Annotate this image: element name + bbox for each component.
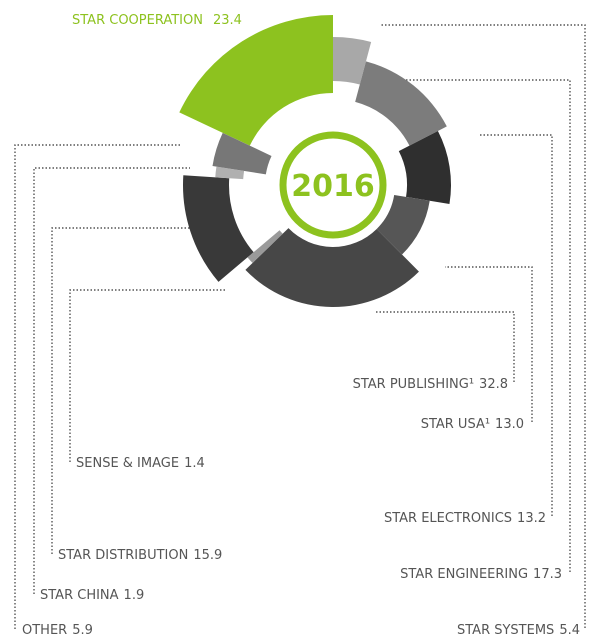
leaders [14, 24, 586, 629]
segment-value: 23.4 [213, 13, 242, 28]
segment-value: 15.9 [193, 548, 222, 563]
segment-label: STAR COOPERATION 23.4 [72, 13, 242, 28]
center-label: 2016 [291, 169, 375, 204]
segment-label: STAR PUBLISHING¹ 32.8 [353, 377, 508, 392]
segment [212, 132, 272, 175]
segment-label: STAR SYSTEMS 5.4 [457, 623, 580, 638]
segment-name: STAR ELECTRONICS [384, 511, 512, 526]
segment-value: 5.4 [559, 623, 580, 638]
segment-label: STAR DISTRIBUTION 15.9 [58, 548, 222, 563]
segment-value: 32.8 [479, 377, 508, 392]
segment-name: STAR DISTRIBUTION [58, 548, 188, 563]
segment-value: 1.9 [124, 588, 145, 603]
leader-line [14, 144, 180, 629]
segment [247, 230, 283, 263]
segment-name: STAR CHINA [40, 588, 119, 603]
segment [376, 194, 430, 255]
segment-label: STAR ELECTRONICS 13.2 [384, 511, 546, 526]
segment [333, 37, 372, 85]
segment [215, 166, 245, 180]
leader-line [69, 289, 225, 462]
segment-value: 13.0 [495, 417, 524, 432]
segment [245, 228, 419, 307]
segment-value: 13.2 [517, 511, 546, 526]
leader-line [375, 311, 515, 382]
arcs [179, 15, 451, 307]
segment-label: SENSE & IMAGE 1.4 [76, 456, 205, 471]
segment-label: STAR USA¹ 13.0 [421, 417, 524, 432]
segment [398, 130, 451, 204]
segment-name: STAR SYSTEMS [457, 623, 554, 638]
segment-name: SENSE & IMAGE [76, 456, 179, 471]
leader-line [380, 24, 586, 628]
segment [179, 15, 333, 146]
segment-label: STAR ENGINEERING 17.3 [400, 567, 562, 582]
segment-name: STAR COOPERATION [72, 13, 203, 28]
segment-value: 17.3 [533, 567, 562, 582]
segment-value: 1.4 [184, 456, 205, 471]
segment [183, 175, 254, 282]
leader-line [51, 227, 190, 554]
leader-line [445, 266, 533, 422]
segment-value: 5.9 [72, 623, 93, 638]
segment-name: STAR PUBLISHING¹ [353, 377, 474, 392]
segment-label: OTHER 5.9 [22, 623, 93, 638]
center-ring [279, 131, 387, 239]
segment-name: STAR ENGINEERING [400, 567, 528, 582]
segment-name: OTHER [22, 623, 67, 638]
segment [355, 61, 447, 146]
leader-line [33, 167, 190, 594]
leader-line [480, 134, 553, 516]
segment-label: STAR CHINA 1.9 [40, 588, 144, 603]
segment-name: STAR USA¹ [421, 417, 490, 432]
